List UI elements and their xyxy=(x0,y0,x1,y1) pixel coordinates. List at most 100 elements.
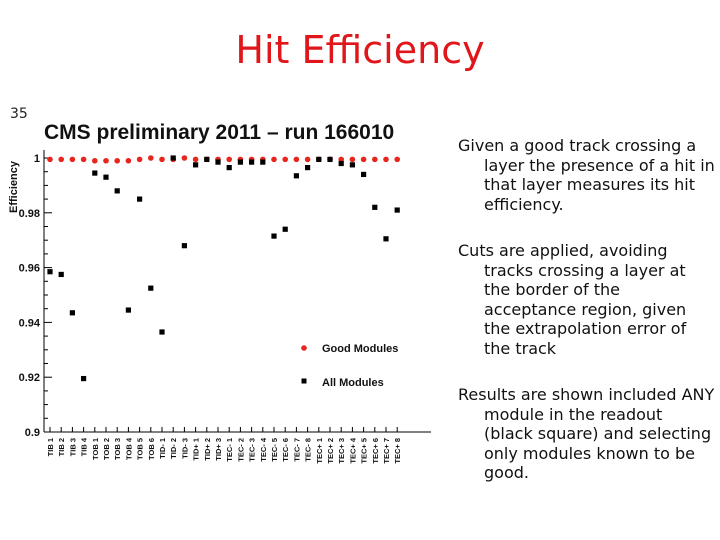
all-module-point xyxy=(103,174,109,180)
all-module-point xyxy=(327,156,333,162)
good-module-point xyxy=(92,157,98,164)
all-module-point xyxy=(159,329,165,335)
x-tick-label: TOB 4 xyxy=(124,437,133,460)
x-tick-label: TEC+ 1 xyxy=(315,438,324,464)
good-module-point xyxy=(69,156,76,163)
good-module-point xyxy=(372,156,378,163)
x-tick-label: TIB 1 xyxy=(46,438,55,456)
all-module-point xyxy=(316,156,322,162)
good-module-point xyxy=(114,157,120,164)
good-module-point xyxy=(125,157,132,164)
legend-all-marker xyxy=(301,378,307,384)
x-tick-label: TEC- 4 xyxy=(259,437,268,462)
note-track-definition: Given a good track crossing a layer the … xyxy=(458,136,715,214)
all-module-point xyxy=(114,188,120,194)
good-module-point xyxy=(383,156,389,163)
x-tick-label: TEC+ 8 xyxy=(393,438,402,464)
x-tick-label: TID- 2 xyxy=(169,438,178,459)
note-results: Results are shown included ANY module in… xyxy=(458,385,715,482)
slide-title: Hit Efficiency xyxy=(235,28,485,72)
good-module-point xyxy=(338,156,345,163)
all-module-point xyxy=(92,170,98,176)
all-module-point xyxy=(383,236,389,242)
all-module-point xyxy=(69,310,75,316)
x-tick-label: TEC+ 3 xyxy=(337,438,346,464)
good-module-point xyxy=(159,156,165,163)
y-axis-label: Efficiency xyxy=(8,160,20,213)
good-module-point xyxy=(192,156,199,163)
note-cuts: Cuts are applied, avoiding tracks crossi… xyxy=(458,241,687,358)
all-module-point xyxy=(249,159,255,165)
good-module-point xyxy=(304,156,311,163)
all-module-point xyxy=(47,269,53,275)
x-tick-label: TEC- 3 xyxy=(248,438,257,462)
good-module-point xyxy=(181,155,188,161)
all-module-point xyxy=(271,233,277,239)
x-tick-label: TID+ 1 xyxy=(192,438,201,461)
all-module-point xyxy=(282,226,288,232)
all-module-point xyxy=(137,196,143,202)
good-module-point xyxy=(80,156,87,163)
all-module-point xyxy=(226,164,232,171)
x-tick-label: TEC- 6 xyxy=(281,438,290,462)
y-ticks: 0.9 0.92 0.94 0.96 0.98 1 xyxy=(19,153,52,439)
good-module-point xyxy=(360,156,367,163)
all-module-point xyxy=(125,307,131,313)
y-tick-label: 0.98 xyxy=(19,208,40,220)
all-module-point xyxy=(181,243,187,249)
efficiency-chart: CMS preliminary 2011 – run 166010 Effici… xyxy=(8,121,431,464)
x-tick-label: TOB 5 xyxy=(136,438,145,460)
x-tick-label: TEC- 8 xyxy=(304,438,313,462)
all-module-point xyxy=(372,204,378,210)
all-module-point xyxy=(81,375,87,382)
good-module-point xyxy=(136,156,143,163)
all-module-point xyxy=(215,159,221,165)
slide-number: 35 xyxy=(10,106,28,122)
all-module-point xyxy=(58,271,64,278)
x-tick-label: TEC+ 5 xyxy=(360,438,369,464)
all-module-point xyxy=(193,162,199,168)
chart-title: CMS preliminary 2011 – run 166010 xyxy=(44,121,394,144)
good-module-point xyxy=(349,156,356,163)
good-module-point xyxy=(103,157,109,164)
all-module-point xyxy=(148,285,154,291)
legend-good-label: Good Modules xyxy=(322,343,398,355)
x-tick-label: TOB 3 xyxy=(113,438,122,460)
x-tick-label: TIB 2 xyxy=(57,438,66,456)
x-tick-label: TID- 3 xyxy=(180,438,189,459)
x-tick-labels: TIB 1 TIB 2 TIB 3 TIB 4 TOB 1 TOB 2 TOB 3 TOB 4… xyxy=(46,427,402,464)
x-tick-label: TEC+ 4 xyxy=(348,437,357,463)
x-tick-label: TOB 6 xyxy=(147,438,156,460)
x-tick-label: TID+ 3 xyxy=(214,438,223,461)
x-tick-label: TEC- 1 xyxy=(225,438,234,462)
y-tick-label: 0.96 xyxy=(19,263,40,275)
all-module-point xyxy=(361,171,367,178)
x-tick-label: TEC+ 6 xyxy=(371,438,380,464)
all-module-point xyxy=(305,164,311,171)
x-tick-label: TIB 4 xyxy=(80,437,89,456)
good-module-point xyxy=(47,156,53,163)
all-module-point xyxy=(293,173,299,179)
all-module-point xyxy=(170,155,176,161)
legend-all-label: All Modules xyxy=(322,377,384,389)
good-module-point xyxy=(394,156,401,163)
good-module-point xyxy=(148,155,154,161)
all-module-point xyxy=(394,207,400,213)
all-module-point xyxy=(260,159,266,165)
good-module-point xyxy=(226,156,232,163)
x-tick-label: TEC- 2 xyxy=(236,438,245,462)
x-tick-label: TEC+ 7 xyxy=(382,438,391,464)
good-module-point xyxy=(58,156,64,163)
good-module-point xyxy=(282,156,289,163)
all-module-point xyxy=(338,160,344,167)
x-tick-label: TIB 3 xyxy=(68,438,77,456)
legend: Good Modules All Modules xyxy=(301,343,398,389)
y-tick-label: 1 xyxy=(34,153,40,165)
good-module-point xyxy=(293,156,300,163)
all-module-point xyxy=(349,162,355,168)
all-module-point xyxy=(237,159,243,165)
x-tick-label: TOB 2 xyxy=(102,438,111,460)
y-tick-label: 0.94 xyxy=(19,317,41,329)
all-module-point xyxy=(204,156,210,162)
y-tick-label: 0.92 xyxy=(19,372,40,384)
